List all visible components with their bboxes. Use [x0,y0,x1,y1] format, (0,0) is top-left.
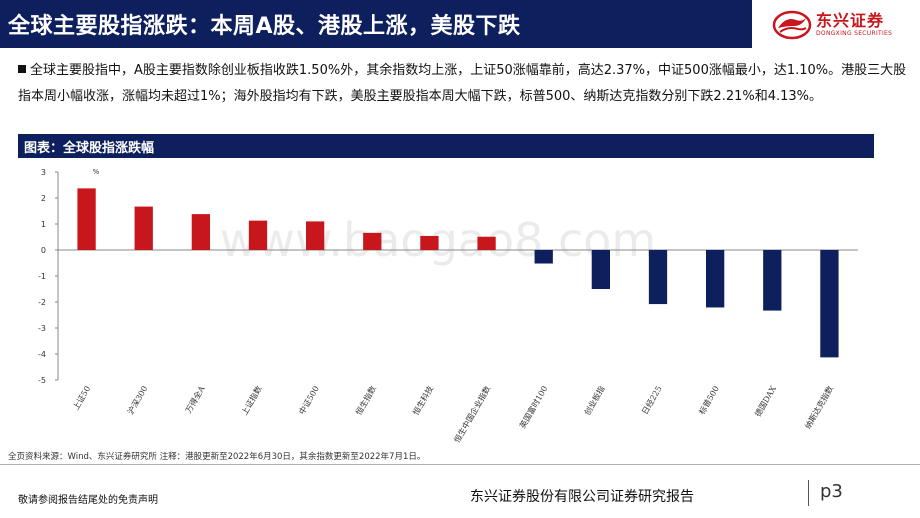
x-tick-label: 万得全A [183,384,207,415]
summary-text: 全球主要股指中，A股主要指数除创业板指收跌1.50%外，其余指数均上涨，上证50… [18,63,907,104]
disclaimer-note: 敬请参阅报告结尾处的免责声明 [18,495,158,506]
y-tick-label: -3 [38,324,46,333]
x-tick-label: 创业板指 [582,384,607,417]
bar [763,250,782,311]
x-tick-label: 恒生科技 [411,384,436,417]
x-tick-label: 英国富时100 [517,384,549,430]
y-tick-label: -1 [38,272,46,281]
page-title: 全球主要股指涨跌：本周A股、港股上涨，美股下跌 [8,14,521,39]
bullet-icon [18,65,26,73]
title-bar: 全球主要股指涨跌：本周A股、港股上涨，美股下跌 [0,0,752,48]
dongxing-logo-icon [772,10,812,40]
logo-name-en: DONGXING SECURITIES [816,30,893,37]
x-tick-label: 中证500 [297,384,321,416]
footer-divider [0,464,920,465]
chart-title: 图表：全球股指涨跌幅 [24,141,155,156]
x-tick-label: 上证指数 [239,384,264,417]
source-note: 全页资料来源：Wind、东兴证券研究所 注释：港股更新至2022年6月30日，其… [8,452,426,462]
bar [706,250,725,308]
y-tick-label: -4 [38,350,46,359]
bar [248,220,268,250]
bar [820,250,839,358]
x-tick-label: 纳斯达克指数 [803,384,836,431]
y-tick-label: 2 [41,194,46,203]
bar [534,250,553,264]
y-tick-label: 0 [41,246,46,255]
y-unit-label: % [93,168,100,176]
bar [191,214,210,250]
bar [420,235,439,250]
x-tick-label: 沪深300 [125,384,149,416]
bar [306,221,325,250]
bar [77,188,96,250]
bar [477,236,496,250]
company-report-label: 东兴证券股份有限公司证券研究报告 [470,489,694,505]
footer-separator [808,480,809,506]
y-tick-label: 1 [41,220,46,229]
y-tick-label: -2 [38,298,46,307]
bar-chart: www.baogao8.com3210-1-2-3-4-5%上证50沪深300万… [38,168,858,444]
x-tick-label: 上证50 [71,385,92,412]
bar [591,250,610,289]
x-tick-label: 恒生中国企业指数 [452,384,493,444]
logo-name-cn: 东兴证券 [816,11,885,30]
company-logo: 东兴证券 DONGXING SECURITIES [762,4,916,46]
bar [134,206,153,250]
bar [363,232,382,250]
x-tick-label: 日经225 [639,384,663,416]
x-tick-label: 恒生指数 [353,384,378,417]
x-tick-label: 标普500 [697,384,721,416]
chart-title-bar: 图表：全球股指涨跌幅 [18,134,874,158]
summary-paragraph: 全球主要股指中，A股主要指数除创业板指收跌1.50%外，其余指数均上涨，上证50… [18,58,908,110]
page-header: 全球主要股指涨跌：本周A股、港股上涨，美股下跌 东兴证券 DONGXING SE… [0,0,920,52]
x-tick-label: 德国DAX [752,384,778,419]
y-tick-label: 3 [41,168,46,177]
page-number: p3 [820,481,843,502]
y-tick-label: -5 [38,376,46,385]
bar [648,250,668,305]
